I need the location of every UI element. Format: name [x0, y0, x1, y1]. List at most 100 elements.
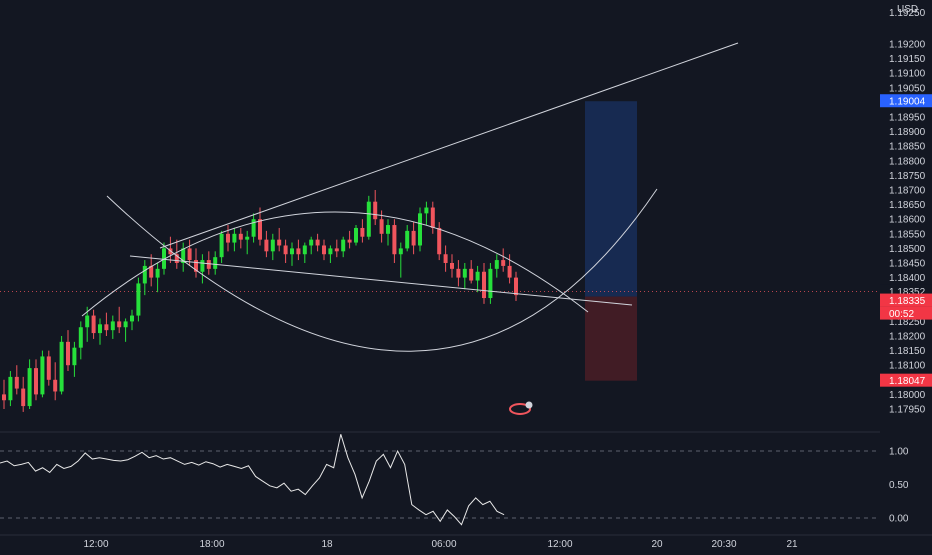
- price-axis-tick: 1.18450: [889, 259, 926, 270]
- indicator-axis-tick: 0.00: [889, 514, 909, 525]
- current-price-badge: 1.18335: [889, 296, 926, 307]
- candle-body: [354, 227, 358, 243]
- candle-body: [2, 394, 6, 401]
- currency-label: USD: [897, 4, 919, 15]
- indicator-axis-tick: 1.00: [889, 447, 909, 458]
- candle-body: [501, 260, 506, 266]
- candle-body: [475, 271, 480, 281]
- countdown-badge: 00:52: [889, 309, 914, 320]
- dome-arc: [81, 211, 589, 317]
- candle-body: [322, 245, 326, 255]
- price-axis-tick: 1.18650: [889, 200, 926, 211]
- candle-body: [283, 245, 288, 255]
- candle-body: [219, 233, 224, 258]
- candle-body: [437, 227, 442, 255]
- candle-body: [187, 248, 192, 261]
- candle-body: [238, 233, 243, 240]
- candle-body: [290, 248, 294, 255]
- candle-body: [411, 230, 416, 246]
- candle-body: [226, 233, 230, 243]
- alert-bubble-outline: [509, 403, 531, 415]
- price-axis-tick: 1.18850: [889, 142, 926, 153]
- candle-body: [245, 236, 250, 240]
- candle-body: [302, 245, 307, 255]
- candle-body: [91, 315, 96, 334]
- candle-body: [130, 315, 134, 322]
- candle-body: [258, 219, 262, 240]
- last-price-badge: 1.18352: [889, 287, 926, 298]
- candle-body: [66, 341, 70, 366]
- candle-body: [136, 283, 141, 316]
- candle-body: [194, 260, 198, 272]
- price-axis-tick: 1.19250: [889, 8, 926, 19]
- candle-body: [398, 248, 403, 255]
- candle-body: [200, 260, 205, 272]
- candle-body: [232, 233, 237, 243]
- alert-bubble-icon: [509, 401, 533, 415]
- price-axis-tick: 1.19200: [889, 40, 926, 51]
- candle-body: [507, 265, 512, 278]
- target-price-badge-bg: [880, 94, 932, 108]
- candle-body: [174, 254, 179, 263]
- price-axis-tick: 1.18100: [889, 361, 926, 372]
- candle-body: [443, 254, 448, 263]
- target-price-badge: 1.19004: [889, 97, 926, 108]
- candle-body: [40, 356, 45, 395]
- candle-body: [405, 230, 410, 249]
- candle-body: [309, 239, 314, 246]
- candle-body: [424, 207, 429, 214]
- candle-body: [98, 324, 102, 334]
- candle-body: [341, 239, 346, 252]
- candle-body: [85, 315, 90, 328]
- candle-body: [488, 268, 493, 299]
- candle-body: [149, 265, 154, 278]
- price-axis-tick: 1.18750: [889, 171, 926, 182]
- candle-body: [264, 239, 269, 252]
- price-axis-tick: 1.18900: [889, 127, 926, 138]
- price-axis-tick: 1.18700: [889, 186, 926, 197]
- time-axis-label: 18:00: [199, 539, 224, 550]
- candle-body: [27, 368, 32, 407]
- candle-body: [117, 321, 122, 328]
- time-axis-label: 12:00: [83, 539, 108, 550]
- price-axis-tick: 1.17950: [889, 405, 926, 416]
- candle-body: [34, 368, 38, 395]
- upper-trendline: [159, 42, 739, 249]
- candle-body: [373, 201, 378, 220]
- candle-body: [334, 248, 339, 252]
- alert-bubble-dot: [525, 401, 533, 409]
- candle-body: [456, 268, 461, 278]
- candle-body: [450, 263, 454, 269]
- price-axis-tick: 1.18000: [889, 390, 926, 401]
- candle-body: [21, 388, 26, 407]
- time-axis-label: 06:00: [431, 539, 456, 550]
- bowl-arc: [106, 188, 658, 352]
- price-axis-tick: 1.18500: [889, 244, 926, 255]
- candle-body: [206, 260, 211, 269]
- candle-body: [78, 327, 83, 348]
- candle-body: [366, 201, 371, 237]
- candle-body: [494, 260, 499, 269]
- candle-body: [418, 213, 422, 246]
- candle-body: [462, 268, 467, 278]
- price-axis-tick: 1.18200: [889, 332, 926, 343]
- price-axis-tick: 1.18800: [889, 156, 926, 167]
- price-axis-tick: 1.19150: [889, 54, 926, 65]
- candle-body: [360, 227, 365, 237]
- time-axis-label: 12:00: [547, 539, 572, 550]
- price-axis-tick: 1.18600: [889, 215, 926, 226]
- candle-body: [142, 265, 147, 284]
- candle-body: [123, 321, 128, 328]
- candle-body: [514, 277, 518, 296]
- candle-body: [213, 257, 218, 269]
- candle-body: [14, 376, 19, 389]
- candle-body: [469, 268, 474, 281]
- price-axis-tick: 1.18950: [889, 113, 926, 124]
- lower-trendline: [129, 255, 633, 306]
- candle-body: [251, 219, 256, 237]
- indicator-axis-tick: 0.50: [889, 480, 909, 491]
- candle-body: [430, 207, 435, 228]
- candle-body: [270, 239, 275, 252]
